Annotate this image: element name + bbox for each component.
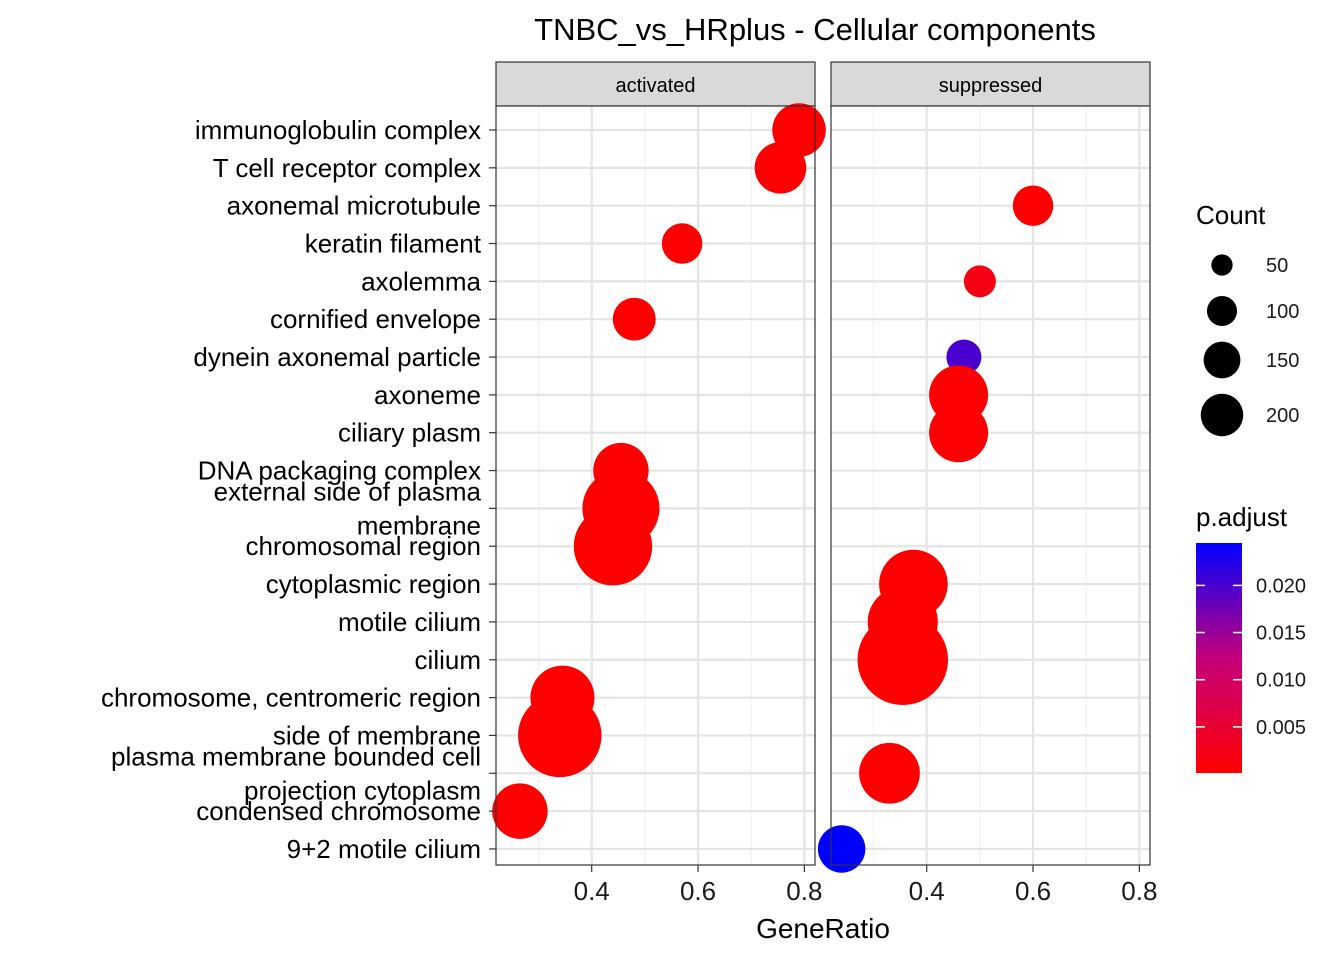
y-tick-label: external side of plasma membrane [214,476,482,540]
size-legend-items: 50 100 150 200 [1200,254,1299,437]
x-tick-label: 0.4 [909,876,945,906]
size-legend-label: 100 [1266,301,1299,323]
y-tick-label: motile cilium [338,607,481,637]
data-point [817,825,866,873]
data-point [612,297,656,341]
data-point [963,265,996,298]
data-point [1012,185,1054,226]
panel-border-activated [495,105,816,866]
facet-label-suppressed: suppressed [939,75,1042,97]
x-tick-label: 0.4 [574,876,610,906]
size-legend-key [1203,341,1241,379]
y-tick-label: axolemma [361,266,481,296]
y-tick-label: axoneme [374,380,481,410]
data-point [518,693,602,778]
data-point [492,783,548,839]
color-legend-label: 0.020 [1256,575,1306,597]
y-tick-label: DNA packaging complex [198,456,481,486]
data-point [857,614,949,706]
points-suppressed [817,185,1054,873]
color-legend: p.adjust 0.020 0.015 0.010 0.005 [1196,502,1306,773]
y-tick-label: side of membrane [273,720,481,750]
color-legend-ticks: 0.020 0.015 0.010 0.005 [1196,575,1306,739]
size-legend-label: 150 [1266,350,1299,372]
y-tick-label: chromosomal region [245,531,481,561]
panel-border-suppressed [830,105,1151,866]
size-legend-key [1200,393,1244,437]
y-tick-label: immunoglobulin complex [195,115,481,145]
data-point [859,742,920,804]
x-axis-label: GeneRatio [756,913,890,944]
color-legend-gradient-bar [1196,543,1242,773]
y-tick-label: plasma membrane bounded cell projection c… [111,741,481,805]
facet-strip-activated [495,61,816,107]
size-legend-key [1206,295,1238,327]
chart-title: TNBC_vs_HRplus - Cellular components [534,12,1096,47]
panel-grid-suppressed [831,106,1150,865]
panel-background-suppressed [831,106,1150,865]
size-legend-title: Count [1196,200,1266,230]
x-axis-suppressed: 0.4 0.6 0.8 [909,865,1157,906]
facet-suppressed: suppressed 0.4 0.6 0.8 [817,61,1157,906]
y-tick-label: T cell receptor complex [213,153,481,183]
size-legend-key [1211,254,1233,276]
facet-label-activated: activated [615,75,695,97]
x-tick-label: 0.8 [786,876,822,906]
points-activated [492,103,826,839]
data-point [573,507,653,586]
data-point [754,142,807,194]
data-point [929,403,989,463]
y-tick-label: cornified envelope [270,304,481,334]
y-tick-label: chromosome, centromeric region [101,683,481,713]
y-axis: immunoglobulin complex T cell receptor co… [101,115,496,864]
y-tick-label: cilium [415,645,481,675]
facet-activated: activated 0.4 0.6 0.8 [492,61,826,906]
y-tick-label: 9+2 motile cilium [287,834,481,864]
color-legend-title: p.adjust [1196,502,1288,532]
y-tick-label: dynein axonemal particle [193,342,481,372]
color-legend-label: 0.015 [1256,623,1306,645]
y-tick-label: axonemal microtubule [227,191,481,221]
x-tick-label: 0.6 [1015,876,1051,906]
x-tick-label: 0.8 [1121,876,1157,906]
y-tick-label: cytoplasmic region [266,569,481,599]
size-legend: Count 50 100 150 200 [1196,200,1299,437]
size-legend-label: 50 [1266,255,1288,277]
data-point [661,223,703,264]
y-tick-label: keratin filament [305,229,482,259]
y-tick-label: condensed chromosome [196,796,481,826]
x-tick-label: 0.6 [680,876,716,906]
x-axis-activated: 0.4 0.6 0.8 [574,865,822,906]
y-tick-label: ciliary plasm [338,418,481,448]
size-legend-label: 200 [1266,405,1299,427]
facet-strip-suppressed [830,61,1151,107]
color-legend-label: 0.010 [1256,670,1306,692]
color-legend-label: 0.005 [1256,717,1306,739]
